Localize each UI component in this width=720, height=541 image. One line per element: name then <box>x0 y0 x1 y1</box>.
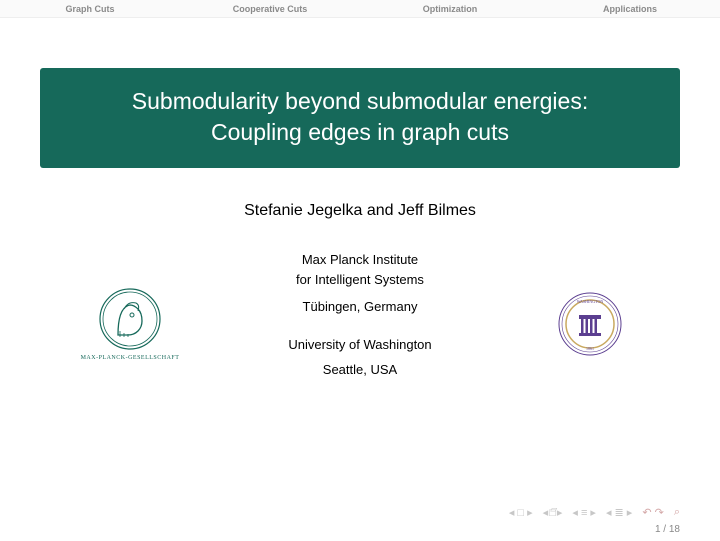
nav-tab-coop-cuts[interactable]: Cooperative Cuts <box>180 0 360 17</box>
inst2-loc: Seattle, USA <box>240 360 480 380</box>
affiliation-row: MAX-PLANCK-GESELLSCHAFT Max Planck Insti… <box>0 250 720 398</box>
svg-text:WASHINGTON: WASHINGTON <box>577 299 604 304</box>
nav-tab-graph-cuts[interactable]: Graph Cuts <box>0 0 180 17</box>
nav-first-icon[interactable]: ◂ □ ▸ <box>509 506 533 519</box>
mpg-logo-label: MAX-PLANCK-GESELLSCHAFT <box>81 355 180 361</box>
inst1-line2: for Intelligent Systems <box>240 270 480 290</box>
mpg-logo-icon <box>98 287 162 351</box>
nav-tab-optimization[interactable]: Optimization <box>360 0 540 17</box>
uw-logo-column: WASHINGTON 1861 <box>530 291 650 357</box>
inst1-line1: Max Planck Institute <box>240 250 480 270</box>
nav-search-icon[interactable]: ⌕ <box>674 506 680 519</box>
nav-tab-applications[interactable]: Applications <box>540 0 720 17</box>
page-total: 18 <box>669 524 680 535</box>
title-line-1: Submodularity beyond submodular energies… <box>60 86 660 117</box>
page-number: 1 / 18 <box>655 524 680 535</box>
title-block: Submodularity beyond submodular energies… <box>40 68 680 168</box>
nav-prev-section-icon[interactable]: ◂ □▱ ▸ <box>543 506 563 519</box>
top-navbar: Graph Cuts Cooperative Cuts Optimization… <box>0 0 720 18</box>
nav-prev-slide-icon[interactable]: ◂ ≡ ▸ <box>572 506 596 519</box>
nav-back-icon[interactable]: ↶ ↷ <box>642 506 664 519</box>
page-current: 1 <box>655 524 661 535</box>
authors: Stefanie Jegelka and Jeff Bilmes <box>0 202 720 220</box>
inst2: University of Washington <box>240 335 480 355</box>
title-line-2: Coupling edges in graph cuts <box>60 117 660 148</box>
affiliation-text: Max Planck Institute for Intelligent Sys… <box>240 250 480 398</box>
inst1-loc: Tübingen, Germany <box>240 297 480 317</box>
mpg-logo-column: MAX-PLANCK-GESELLSCHAFT <box>70 287 190 361</box>
beamer-nav-icons: ◂ □ ▸ ◂ □▱ ▸ ◂ ≡ ▸ ◂ ≣ ▸ ↶ ↷ ⌕ <box>509 506 680 519</box>
uw-logo-icon: WASHINGTON 1861 <box>557 291 623 357</box>
svg-text:1861: 1861 <box>586 346 594 351</box>
nav-next-slide-icon[interactable]: ◂ ≣ ▸ <box>606 506 632 519</box>
